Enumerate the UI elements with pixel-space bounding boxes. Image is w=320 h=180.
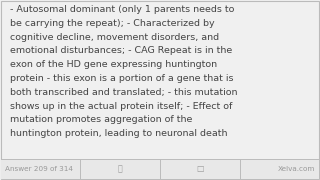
Text: protein - this exon is a portion of a gene that is: protein - this exon is a portion of a ge… bbox=[10, 74, 234, 83]
Text: - Autosomal dominant (only 1 parents needs to: - Autosomal dominant (only 1 parents nee… bbox=[10, 5, 234, 14]
Text: Answer 209 of 314: Answer 209 of 314 bbox=[5, 166, 73, 172]
Text: mutation promotes aggregation of the: mutation promotes aggregation of the bbox=[10, 115, 192, 124]
Text: exon of the HD gene expressing huntington: exon of the HD gene expressing huntingto… bbox=[10, 60, 217, 69]
FancyBboxPatch shape bbox=[1, 159, 319, 179]
Text: ⧉: ⧉ bbox=[118, 165, 122, 174]
Text: huntington protein, leading to neuronal death: huntington protein, leading to neuronal … bbox=[10, 129, 228, 138]
Text: be carrying the repeat); - Characterized by: be carrying the repeat); - Characterized… bbox=[10, 19, 215, 28]
Text: □: □ bbox=[196, 165, 204, 174]
Text: emotional disturbances; - CAG Repeat is in the: emotional disturbances; - CAG Repeat is … bbox=[10, 46, 232, 55]
Text: Xelva.com: Xelva.com bbox=[278, 166, 315, 172]
Text: shows up in the actual protein itself; - Effect of: shows up in the actual protein itself; -… bbox=[10, 102, 232, 111]
Text: both transcribed and translated; - this mutation: both transcribed and translated; - this … bbox=[10, 88, 237, 97]
Text: cognitive decline, movement disorders, and: cognitive decline, movement disorders, a… bbox=[10, 33, 219, 42]
